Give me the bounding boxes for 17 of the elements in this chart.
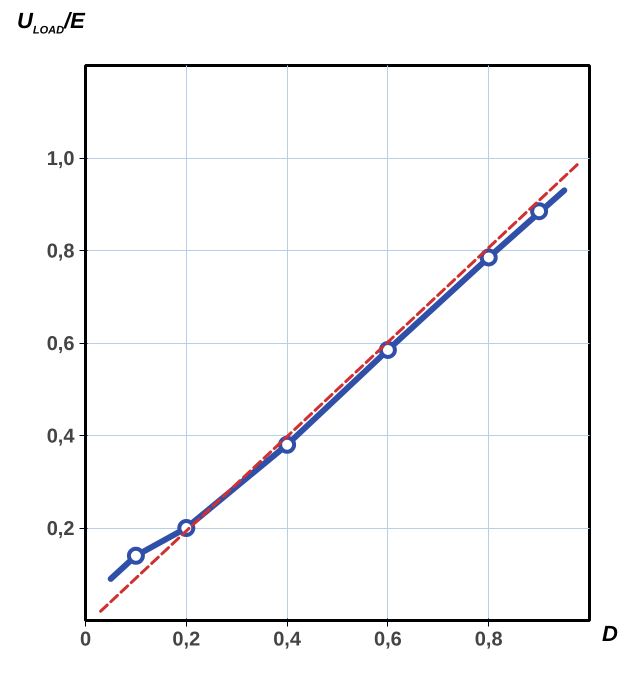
x-axis-title: D: [602, 620, 618, 648]
x-tick-label: 0,8: [474, 628, 503, 650]
point: [378, 340, 397, 359]
point: [126, 546, 145, 565]
x-tick-label: 0: [80, 628, 92, 650]
y-tick-label: 0,8: [46, 240, 75, 262]
y-tick-label: 0,4: [46, 426, 76, 448]
point: [278, 436, 296, 454]
point: [530, 202, 548, 220]
x-tick-label: 0,2: [172, 628, 200, 650]
y-tick-label: 0,6: [46, 333, 75, 355]
x-tick-label: 0,6: [374, 628, 402, 650]
y-axis-title: U$_{LOAD}$/E: [17, 7, 85, 38]
y-tick-label: 1,0: [46, 148, 75, 170]
y-tick-label: 0,2: [46, 518, 75, 540]
point: [480, 248, 498, 266]
x-tick-label: 0,4: [273, 628, 302, 650]
